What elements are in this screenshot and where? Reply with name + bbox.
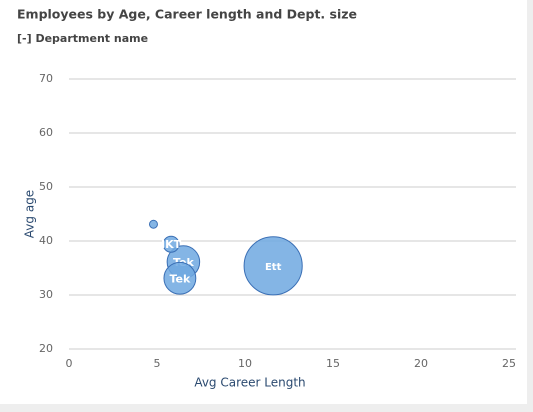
x-tick-label: 15 bbox=[326, 357, 340, 370]
bubble bbox=[243, 236, 303, 296]
bubble bbox=[148, 219, 158, 229]
bubble bbox=[163, 261, 197, 295]
y-tick-label: 70 bbox=[39, 72, 53, 85]
y-axis-label: Avg age bbox=[23, 190, 37, 238]
bubble-label: Tek bbox=[169, 272, 191, 285]
y-tick-label: 30 bbox=[39, 288, 53, 301]
bubble-label: IKT bbox=[161, 238, 182, 251]
chart-panel: Employees by Age, Career length and Dept… bbox=[0, 0, 527, 404]
y-tick-label: 60 bbox=[39, 126, 53, 139]
bubble-label: Ett bbox=[265, 262, 282, 273]
y-tick-label: 50 bbox=[39, 180, 53, 193]
legend-toggle[interactable]: [-] Department name bbox=[17, 32, 148, 45]
chart: Employees by Age, Career length and Dept… bbox=[17, 7, 516, 390]
x-tick-label: 20 bbox=[414, 357, 428, 370]
bubble bbox=[162, 235, 180, 253]
y-tick-label: 40 bbox=[39, 234, 53, 247]
y-tick-label: 20 bbox=[39, 342, 53, 355]
chart-title: Employees by Age, Career length and Dept… bbox=[17, 7, 357, 22]
x-tick-label: 5 bbox=[154, 357, 161, 370]
x-axis-label: Avg Career Length bbox=[194, 376, 305, 390]
x-tick-label: 25 bbox=[502, 357, 516, 370]
x-tick-label: 0 bbox=[66, 357, 73, 370]
x-tick-label: 10 bbox=[238, 357, 252, 370]
